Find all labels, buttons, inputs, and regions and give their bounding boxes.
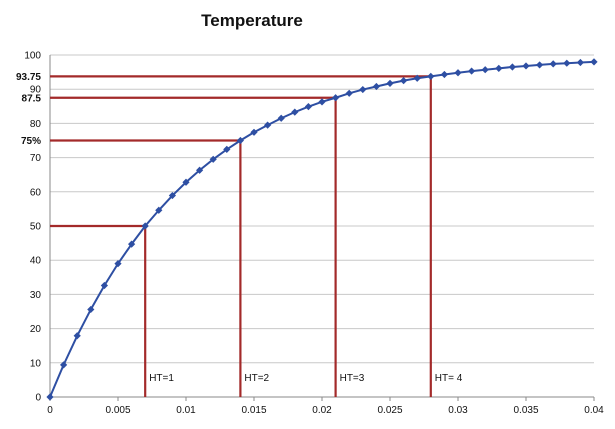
tick-labels: 0 10 20 30 40 50 60 70 80 90 100 0 0.005 0.01 0.015 0.0…	[16, 51, 604, 417]
data-point	[563, 59, 571, 67]
data-point	[372, 82, 380, 91]
y-tick-label: 90	[30, 85, 42, 96]
data-point	[468, 67, 476, 75]
data-point	[223, 145, 231, 153]
data-point	[277, 114, 285, 122]
y-tick-label: 80	[30, 119, 42, 130]
data-point	[318, 98, 326, 106]
y-marker-label: 75%	[21, 136, 41, 147]
data-point	[332, 94, 340, 102]
x-tick-label: 0.03	[448, 405, 468, 416]
x-tick-label: 0.025	[377, 405, 402, 416]
y-tick-label: 0	[35, 393, 41, 404]
data-point	[264, 121, 272, 129]
data-point	[60, 361, 68, 369]
y-tick-label: 20	[30, 324, 42, 335]
x-tick-label: 0.035	[513, 405, 538, 416]
data-point	[427, 72, 435, 80]
ht-label: HT=3	[340, 373, 365, 384]
data-point	[182, 178, 190, 186]
data-point	[481, 66, 489, 74]
data-point	[454, 69, 462, 77]
data-point	[155, 206, 163, 214]
data-point	[196, 166, 204, 174]
ht-label: HT= 4	[435, 373, 463, 384]
y-tick-label: 50	[30, 222, 42, 233]
y-tick-label: 60	[30, 187, 42, 198]
data-point	[128, 240, 136, 248]
data-point	[495, 64, 503, 72]
data-point	[250, 128, 258, 136]
chart-title: Temperature	[201, 11, 303, 30]
data-point	[522, 62, 530, 70]
data-point	[386, 79, 394, 87]
data-point	[359, 85, 367, 94]
data-point	[304, 103, 312, 111]
y-tick-label: 70	[30, 153, 42, 164]
reference-lines	[50, 75, 432, 397]
y-marker-label: 87.5	[22, 93, 42, 104]
data-point	[413, 74, 421, 82]
y-tick-label: 30	[30, 290, 42, 301]
data-point	[73, 332, 81, 340]
x-tick-label: 0.015	[241, 405, 266, 416]
data-point	[141, 222, 149, 230]
data-point	[168, 191, 176, 200]
x-tick-label: 0.005	[105, 405, 130, 416]
data-point	[440, 70, 448, 79]
data-point	[236, 136, 244, 145]
data-point	[549, 60, 557, 68]
data-point	[209, 155, 217, 163]
data-point	[590, 58, 598, 66]
data-point	[536, 61, 544, 69]
data-series	[46, 58, 598, 401]
y-tick-label: 10	[30, 358, 42, 369]
data-point	[114, 260, 122, 268]
data-point	[100, 281, 108, 290]
data-point	[87, 305, 95, 314]
x-tick-label: 0.02	[312, 405, 332, 416]
ht-label: HT=1	[149, 373, 174, 384]
x-tick-label: 0.01	[176, 405, 196, 416]
series-line	[49, 60, 595, 398]
y-tick-label: 100	[24, 51, 41, 62]
y-marker-label: 93.75	[16, 72, 41, 83]
y-tick-label: 40	[30, 256, 42, 267]
x-tick-label: 0	[47, 405, 53, 416]
data-point	[291, 108, 299, 116]
ht-label: HT=2	[244, 373, 269, 384]
data-point	[576, 58, 584, 67]
x-tick-label: 0.04	[584, 405, 604, 416]
axes	[49, 55, 595, 401]
data-point	[508, 63, 516, 71]
data-point	[400, 77, 408, 85]
data-point	[46, 393, 54, 401]
data-point	[345, 89, 353, 97]
